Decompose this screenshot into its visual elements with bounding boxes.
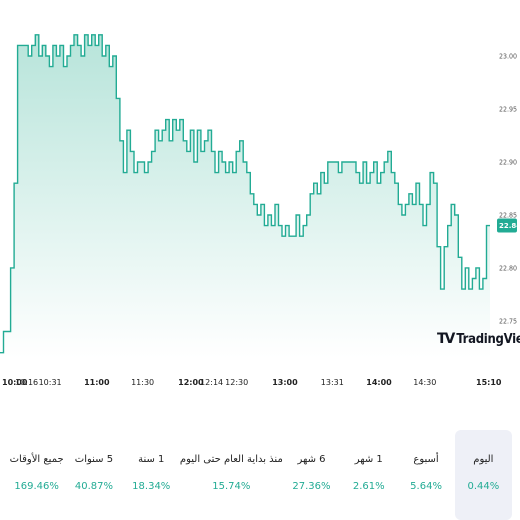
price-area bbox=[0, 34, 490, 359]
period-tab[interactable]: 1 سنة 18.34% bbox=[123, 430, 180, 520]
period-label: 5 سنوات bbox=[74, 454, 114, 465]
tradingview-icon: TV bbox=[437, 331, 455, 347]
period-label: 1 شهر bbox=[354, 454, 383, 465]
period-change-value: 169.46% bbox=[14, 481, 59, 492]
time-tick-label: 12:30 bbox=[225, 378, 248, 387]
time-tick-label: 12:14 bbox=[200, 378, 223, 387]
period-tab[interactable]: اليوم 0.44% bbox=[454, 430, 512, 520]
time-tick-label: 12:00 bbox=[178, 378, 204, 387]
price-line bbox=[0, 34, 490, 354]
period-label: 1 سنة bbox=[138, 454, 165, 465]
period-change-value: 0.44% bbox=[467, 481, 500, 492]
period-selector: اليوم 0.44% أسبوع 5.64% 1 شهر 2.61% 6 شهر 27.36… bbox=[0, 430, 520, 520]
period-tab[interactable]: 5 سنوات 40.87% bbox=[65, 430, 122, 520]
price-axis: 23.00 22.95 22.90 22.85 22.80 22.75 bbox=[499, 53, 517, 326]
price-tick-label: 22.75 bbox=[499, 317, 517, 325]
period-change-value: 5.64% bbox=[410, 481, 442, 492]
period-change-value: 2.61% bbox=[352, 481, 385, 492]
time-tick-label: 10:16 bbox=[15, 378, 38, 387]
period-label: منذ بداية العام حتى اليوم bbox=[179, 454, 283, 465]
price-tick-label: 22.90 bbox=[499, 158, 517, 166]
tradingview-wordmark: TradingView bbox=[456, 331, 520, 347]
price-chart[interactable]: 23.00 22.95 22.90 22.85 22.80 22.75 10:00 10:1… bbox=[0, 0, 520, 400]
price-tick-label: 23.00 bbox=[499, 53, 517, 61]
period-tab[interactable]: 6 شهر 27.36% bbox=[283, 430, 340, 520]
period-change-value: 40.87% bbox=[74, 481, 114, 492]
last-price-label: 22.84 bbox=[499, 222, 520, 230]
period-label: جميع الأوقات bbox=[9, 454, 64, 465]
period-tab[interactable]: جميع الأوقات 169.46% bbox=[8, 430, 65, 520]
price-chart-svg[interactable]: 23.00 22.95 22.90 22.85 22.80 22.75 10:0010:1… bbox=[0, 0, 520, 400]
period-change-value: 18.34% bbox=[132, 481, 171, 492]
period-label: اليوم bbox=[473, 454, 494, 465]
price-tick-label: 22.95 bbox=[499, 106, 517, 114]
time-tick-label: 10:00 bbox=[2, 378, 28, 387]
price-tick-label: 22.85 bbox=[499, 211, 517, 219]
period-tab[interactable]: 1 شهر 2.61% bbox=[340, 430, 397, 520]
period-change-value: 27.36% bbox=[292, 481, 331, 492]
last-price-badge-bg bbox=[497, 218, 517, 233]
last-price-badge: 22.84 bbox=[497, 218, 520, 233]
period-change-value: 15.74% bbox=[212, 481, 251, 492]
period-tab[interactable]: أسبوع 5.64% bbox=[397, 430, 454, 520]
period-label: 6 شهر bbox=[297, 454, 326, 465]
time-tick-label: 14:30 bbox=[413, 378, 436, 387]
period-tab[interactable]: منذ بداية العام حتى اليوم 15.74% bbox=[180, 430, 283, 520]
time-tick-label: 14:00 bbox=[366, 378, 392, 387]
time-tick-label: 13:31 bbox=[321, 378, 344, 387]
price-tick-label: 22.80 bbox=[499, 264, 517, 272]
time-tick-label: 11:00 bbox=[84, 378, 110, 387]
time-tick-label: 11:30 bbox=[131, 378, 154, 387]
period-label: أسبوع bbox=[413, 454, 439, 465]
time-tick-label: 10:31 bbox=[39, 378, 62, 387]
time-tick-label: 15:10 bbox=[476, 378, 502, 387]
tradingview-logo[interactable]: TV TradingView bbox=[437, 331, 520, 347]
time-tick-label: 13:00 bbox=[272, 378, 298, 387]
